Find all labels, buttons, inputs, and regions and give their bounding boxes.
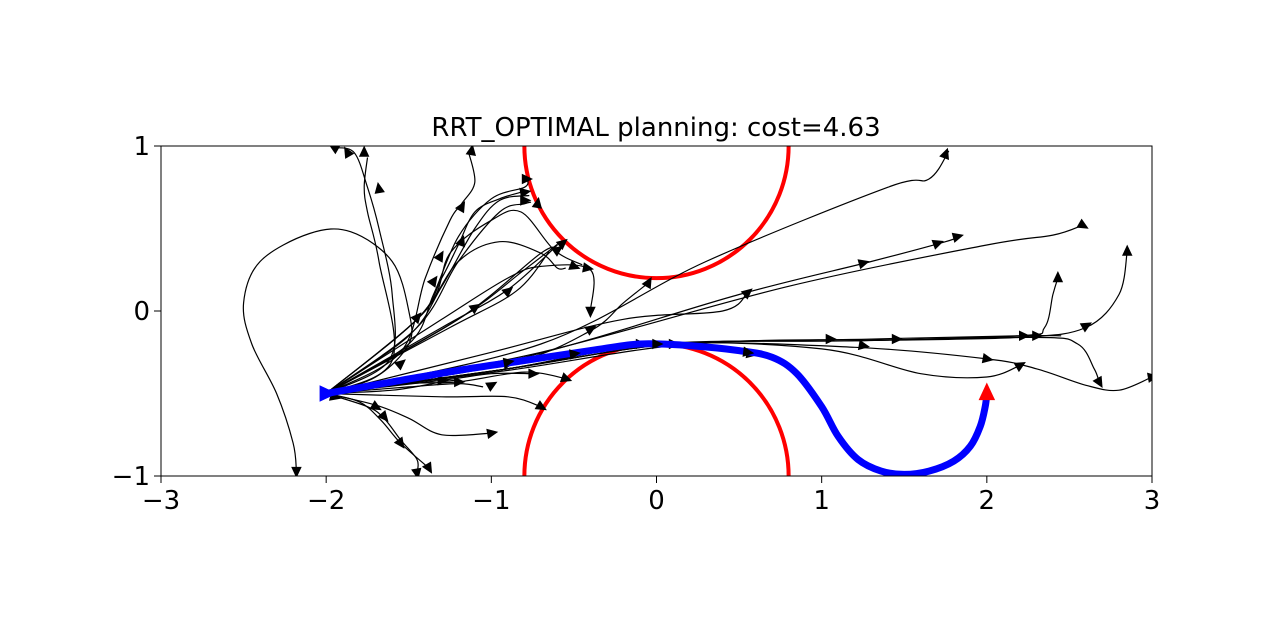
x-tick-label: 1 [813, 486, 830, 516]
tree-node-59 [421, 461, 433, 474]
tree-node-7 [455, 201, 466, 214]
obstacle-circle-1 [522, 146, 791, 281]
x-axis: −3 −2 −1 0 1 2 3 [142, 476, 1160, 516]
tree-edge-34 [326, 392, 429, 469]
tree-edge-26 [326, 342, 1152, 395]
start-marker [319, 385, 338, 402]
tree-node-24 [584, 325, 597, 336]
tree-edge-7 [325, 201, 532, 394]
tree-node-11 [410, 312, 422, 325]
tree-node-49 [437, 375, 449, 386]
path-node-1 [502, 357, 515, 368]
tree-node-1 [291, 466, 302, 476]
tree-node-17 [555, 238, 568, 251]
tree-node-54 [486, 428, 499, 439]
tree-node-10 [426, 275, 438, 288]
tree-node-31 [1076, 218, 1089, 229]
tree-edge-2 [325, 147, 396, 395]
tree-node-9 [433, 250, 444, 263]
goal-marker [978, 382, 996, 401]
tree-node-22 [568, 260, 581, 270]
tree-edge-14 [325, 264, 595, 395]
x-tick-label: 0 [648, 486, 665, 516]
tree-edge-31 [326, 392, 542, 408]
tree-edge-20 [326, 224, 1083, 395]
x-tick-label: −2 [307, 486, 345, 516]
tree-node-33 [1122, 244, 1133, 256]
y-tick-label: −1 [112, 462, 150, 492]
tree-node-14 [519, 187, 532, 199]
tree-node-28 [931, 239, 944, 250]
tree-node-46 [1147, 372, 1152, 383]
y-tick-label: 1 [133, 132, 150, 162]
y-tick-label: 0 [133, 297, 150, 327]
tree-node-5 [374, 182, 385, 194]
tree-node-23 [585, 306, 596, 318]
solution-path [322, 340, 991, 476]
tree-node-16 [531, 196, 542, 209]
tree-node-51 [528, 368, 540, 379]
tree-node-53 [534, 400, 547, 411]
tree-edge-18 [326, 150, 950, 395]
tree-node-50 [454, 376, 466, 388]
tree-edge-1 [242, 228, 413, 472]
tree-node-57 [393, 436, 405, 449]
tree-node-13 [521, 173, 533, 185]
tree-node-18 [550, 245, 564, 257]
tree-node-37 [891, 333, 903, 345]
tree-node-26 [740, 288, 753, 300]
tree-node-19 [501, 286, 514, 298]
chart-title: RRT_OPTIMAL planning: cost=4.63 [431, 113, 880, 143]
x-tick-label: 2 [979, 486, 996, 516]
x-tick-label: −1 [472, 486, 510, 516]
tree-node-12 [393, 359, 406, 371]
tree-node-34 [1079, 322, 1092, 333]
tree-node-35 [1032, 330, 1044, 341]
tree-edge-5 [325, 178, 529, 395]
tree-node-45 [1013, 362, 1026, 373]
tree-node-48 [485, 381, 498, 392]
tree-edge-4 [325, 150, 476, 395]
tree-node-52 [559, 372, 573, 383]
tree-node-27 [939, 147, 949, 160]
tree-node-58 [411, 467, 422, 476]
tree-edge-17 [326, 292, 748, 395]
tree-node-32 [1052, 271, 1064, 283]
x-tick-label: −3 [142, 486, 180, 516]
tree-node-39 [857, 339, 870, 351]
tree-node-30 [857, 259, 870, 270]
path-node-4 [742, 346, 755, 357]
tree-node-36 [1019, 330, 1031, 341]
x-tick-label: 3 [1144, 486, 1161, 516]
tree-edge-32 [326, 392, 492, 437]
tree-node-29 [951, 232, 964, 243]
tree-node-55 [369, 400, 382, 411]
tree-node-20 [468, 303, 481, 315]
tree-node-25 [641, 276, 652, 290]
tree-node-3 [344, 146, 355, 159]
tree-edge-15 [325, 251, 550, 395]
y-axis: −1 0 1 [112, 132, 161, 492]
path-node-2 [569, 349, 581, 360]
tree-node-43 [981, 353, 994, 364]
tree-node-8 [455, 235, 466, 248]
tree-node-2 [329, 146, 341, 155]
tree-node-56 [377, 410, 389, 422]
tree-node-6 [465, 146, 476, 156]
tree-node-38 [825, 333, 837, 345]
tree-edge-3 [325, 157, 396, 395]
plot-area [242, 146, 1152, 476]
tree-node-4 [358, 146, 370, 157]
tree-node-21 [582, 262, 594, 273]
tree-node-44 [1092, 375, 1103, 388]
tree-node-15 [520, 195, 532, 206]
plot-frame [160, 145, 1153, 477]
path-node-3 [652, 338, 664, 350]
